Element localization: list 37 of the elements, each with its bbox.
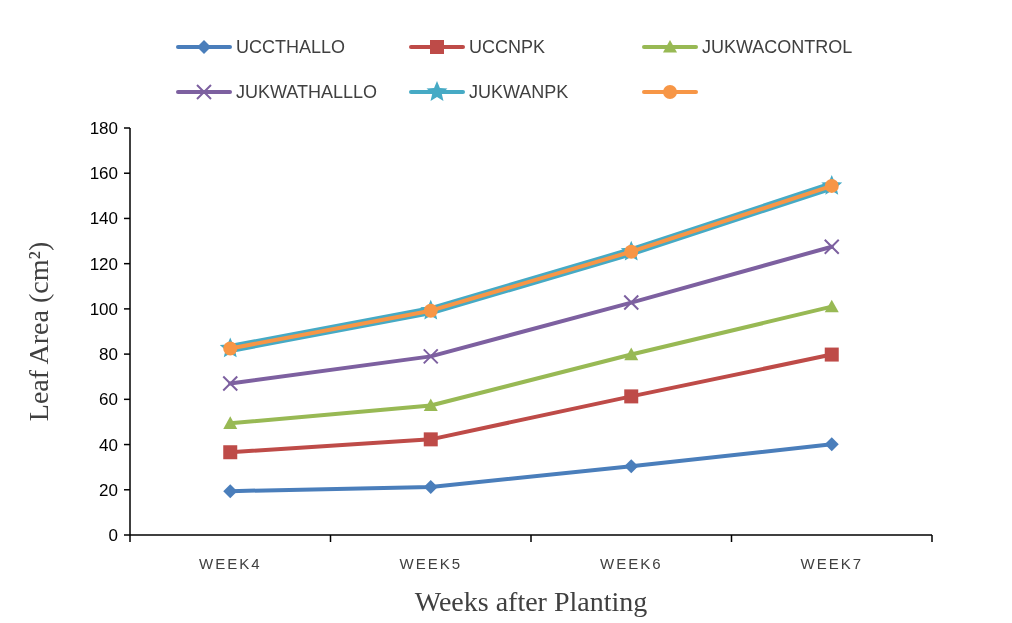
x-tick-label: WEEK4 (198, 555, 262, 572)
y-tick-label: 140 (89, 209, 118, 229)
point (824, 299, 839, 313)
point (823, 238, 840, 255)
point (223, 445, 238, 460)
y-tick-label: 40 (99, 435, 118, 455)
point (824, 437, 839, 452)
legend-label: UCCTHALLO (236, 37, 346, 58)
point (423, 398, 438, 412)
point (423, 432, 438, 447)
point (423, 480, 438, 495)
point (222, 375, 239, 392)
x-tick-label: WEEK7 (800, 555, 864, 572)
point (422, 348, 439, 365)
point (223, 484, 238, 499)
y-tick-label: 120 (89, 254, 118, 274)
point (223, 416, 238, 429)
y-tick-label: 0 (108, 525, 118, 545)
point (623, 294, 640, 311)
y-tick-label: 80 (99, 345, 118, 365)
legend-label: JUKWACONTROL (702, 37, 853, 58)
legend-label: JUKWANPK (469, 82, 569, 103)
y-axis-title: Leaf Area (cm²) (23, 241, 54, 422)
x-tick-label: WEEK5 (399, 555, 463, 572)
x-tick-label: WEEK6 (599, 555, 663, 572)
y-tick-label: 20 (99, 480, 118, 500)
y-tick-label: 60 (99, 390, 118, 410)
point (624, 347, 639, 361)
legend-label: UCCNPK (469, 37, 546, 58)
point (624, 389, 639, 404)
x-axis-title: Weeks after Planting (414, 586, 648, 617)
point (624, 459, 639, 474)
y-tick-label: 100 (89, 299, 118, 319)
point (824, 347, 839, 362)
y-tick-label: 180 (89, 118, 118, 138)
legend-label: JUKWATHALLLO (236, 82, 378, 103)
y-tick-label: 160 (89, 164, 118, 184)
